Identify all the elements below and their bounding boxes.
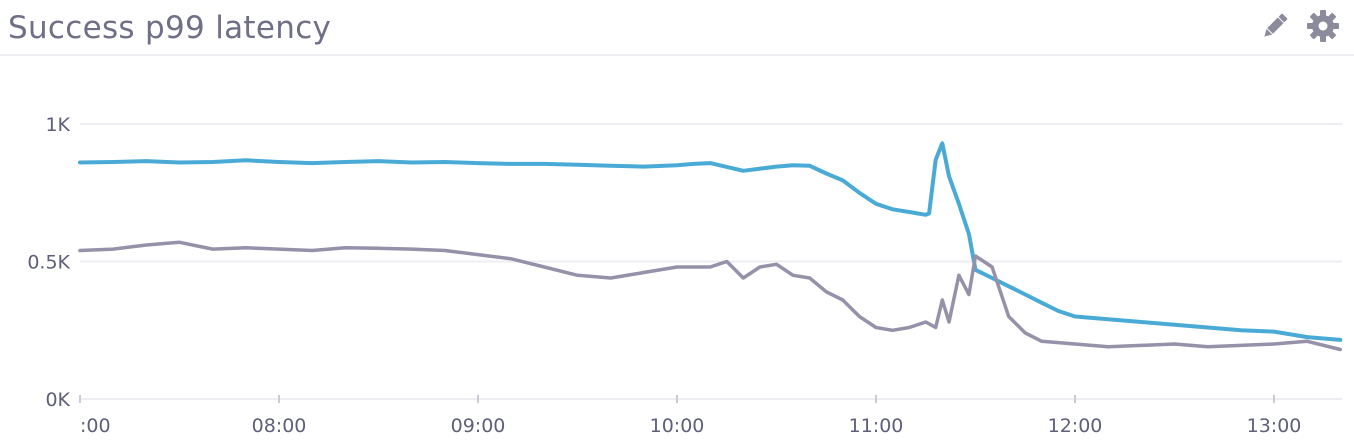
y-tick-label: 0K <box>45 389 70 411</box>
series-line-0[interactable] <box>78 141 1343 342</box>
x-tick-label: 12:00 <box>1048 415 1103 437</box>
widget-toolbar <box>1258 6 1340 46</box>
widget-header: Success p99 latency <box>0 0 1354 56</box>
x-tick-label: 11:00 <box>849 415 904 437</box>
x-tick-label: 08:00 <box>252 415 307 437</box>
y-tick-label: 1K <box>45 114 70 136</box>
y-tick-label: 0.5K <box>27 252 70 274</box>
chart-series <box>78 141 1343 352</box>
widget-title: Success p99 latency <box>8 10 332 46</box>
y-axis: 0K 0.5K 1K <box>27 114 70 411</box>
gear-icon[interactable] <box>1306 9 1340 43</box>
series-line-1[interactable] <box>78 240 1343 352</box>
x-tick-label: 13:00 <box>1247 415 1302 437</box>
pencil-icon[interactable] <box>1258 9 1292 43</box>
x-tick-label: 09:00 <box>451 415 506 437</box>
chart-gridlines <box>80 123 1342 400</box>
x-axis: :00 08:00 09:00 10:00 11:00 12:00 13:00 <box>79 395 1302 437</box>
x-tick-label: :00 <box>80 415 111 437</box>
x-tick-label: 10:00 <box>650 415 705 437</box>
